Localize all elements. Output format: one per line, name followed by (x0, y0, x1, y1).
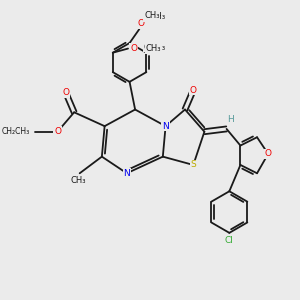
Text: CH₂CH₃: CH₂CH₃ (2, 127, 30, 136)
Text: H: H (227, 115, 234, 124)
Text: OCH₃: OCH₃ (143, 12, 166, 21)
Text: CH₃: CH₃ (70, 176, 86, 185)
Text: N: N (162, 122, 169, 131)
Text: O: O (137, 19, 144, 28)
Text: CH₃: CH₃ (144, 11, 160, 20)
Text: OCH₃: OCH₃ (143, 43, 165, 52)
Text: N: N (123, 169, 130, 178)
Text: CH₃: CH₃ (145, 44, 161, 53)
Text: Cl: Cl (225, 236, 234, 245)
Text: O: O (54, 127, 61, 136)
Text: O: O (190, 85, 197, 94)
Text: O: O (62, 88, 69, 98)
Text: O: O (130, 44, 137, 53)
Text: O: O (265, 149, 272, 158)
Text: S: S (190, 160, 196, 169)
